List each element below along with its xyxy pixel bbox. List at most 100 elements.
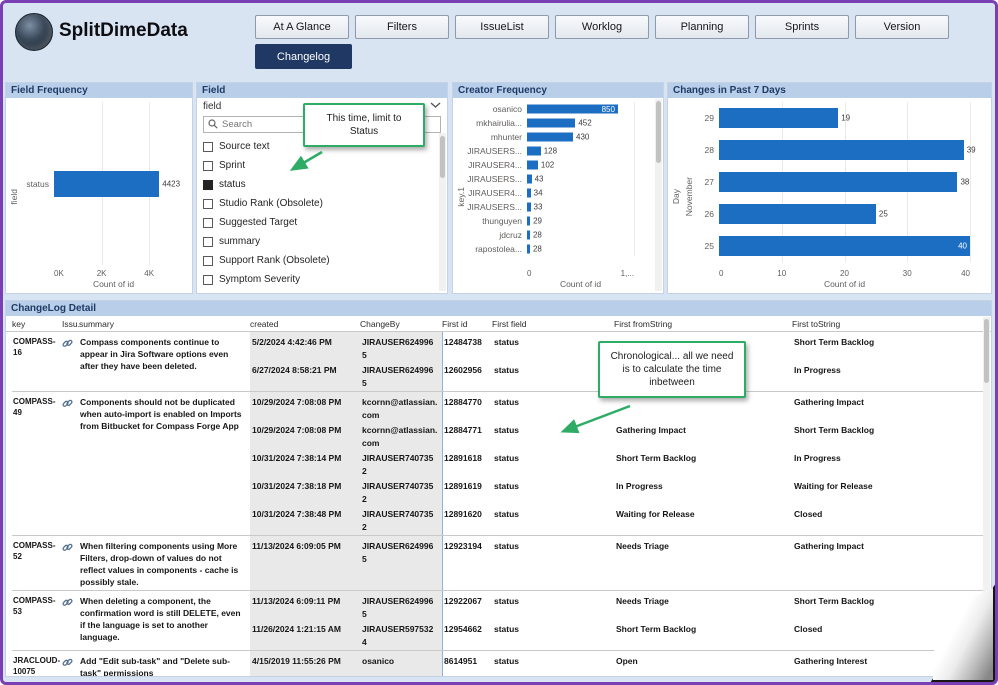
tab-worklog[interactable]: Worklog — [555, 15, 649, 39]
tab-issuelist[interactable]: IssueList — [455, 15, 549, 39]
first-id-cell: 12923194 — [444, 541, 482, 551]
col-header-created[interactable]: created — [250, 318, 279, 329]
changeby-cell: JIRAUSER6249965 — [362, 596, 434, 619]
slicer-item-status[interactable]: status — [203, 175, 441, 194]
creator-scrollbar-thumb[interactable] — [656, 101, 661, 163]
checkbox-status[interactable] — [203, 179, 213, 190]
chart-row-osanico: osanico 850 — [467, 102, 662, 116]
bar-mhunter[interactable] — [527, 132, 573, 142]
checkbox-sprint[interactable] — [203, 160, 213, 171]
bar-value-label: 43 — [534, 174, 544, 184]
created-cell: 11/13/2024 6:09:05 PM — [252, 541, 341, 551]
tab-at-a-glance[interactable]: At A Glance — [255, 15, 349, 39]
slicer-item-symptom-severity[interactable]: Symptom Severity — [203, 270, 441, 289]
tab-filters[interactable]: Filters — [355, 15, 449, 39]
bar-value-label: 452 — [578, 118, 592, 128]
table-row-group-compass-53[interactable]: COMPASS-53 When deleting a component, the… — [12, 590, 985, 650]
bar-jirauser4[interactable] — [527, 188, 531, 198]
slicer-item-partial[interactable] — [203, 289, 441, 292]
panel-title-changes: Changes in Past 7 Days — [668, 83, 991, 98]
table-row-group-jracloud-10075[interactable]: JRACLOUD-10075 Add "Edit sub-task" and "D… — [12, 650, 985, 676]
col-header-first-id[interactable]: First id — [442, 318, 468, 329]
checkbox-summary[interactable] — [203, 236, 213, 247]
category-label: 25 — [704, 241, 714, 251]
slicer-item-suggested-target[interactable]: Suggested Target — [203, 213, 441, 232]
col-header-issue[interactable]: Issu... — [62, 318, 79, 329]
bar-27[interactable] — [719, 172, 958, 192]
creator-scrollbar[interactable] — [655, 99, 662, 291]
slicer-item-summary[interactable]: summary — [203, 232, 441, 251]
slicer-item-source-text[interactable]: Source text — [203, 137, 441, 156]
panel-creator-frequency: Creator Frequency key.1 osanico 850 mkhairu… — [452, 82, 664, 294]
table-row-group-compass-52[interactable]: COMPASS-52 When filtering components usin… — [12, 535, 985, 590]
issue-link-icon[interactable] — [62, 396, 73, 413]
tab-changelog[interactable]: Changelog — [255, 44, 352, 69]
bar-29[interactable] — [719, 108, 839, 128]
slicer-scrollbar-thumb[interactable] — [440, 136, 445, 178]
x-axis-title: Count of id — [92, 279, 135, 289]
bar-mkhairulia[interactable] — [527, 118, 576, 128]
table-scrollbar-thumb[interactable] — [984, 319, 989, 383]
bar-osanico[interactable]: 850 — [527, 104, 618, 114]
issue-link-icon[interactable] — [62, 595, 73, 612]
col-header-summary[interactable]: summary — [79, 318, 114, 329]
x-tick-label: 10 — [777, 269, 787, 278]
col-header-changeby[interactable]: ChangeBy — [360, 318, 400, 329]
first-field-cell: status — [494, 481, 520, 491]
col-header-first-fromstring[interactable]: First fromString — [614, 318, 673, 329]
bar-thunguyen[interactable] — [527, 216, 531, 226]
panel-title-changelog-detail: ChangeLog Detail — [6, 301, 991, 316]
bar-jirauser4[interactable] — [527, 160, 538, 170]
first-fromstring-cell: Needs Triage — [616, 596, 669, 606]
first-id-cell: 12484738 — [444, 337, 482, 347]
bar-value-label: 39 — [966, 145, 976, 155]
col-header-first-field[interactable]: First field — [492, 318, 527, 329]
first-fromstring-cell: Open — [616, 656, 638, 666]
gridline — [970, 134, 971, 166]
issue-link-icon[interactable] — [62, 336, 73, 353]
col-header-first-tostring[interactable]: First toString — [792, 318, 841, 329]
table-scrollbar[interactable] — [983, 317, 990, 675]
bar-status[interactable] — [54, 170, 160, 197]
bar-25[interactable]: 40 — [719, 236, 970, 256]
slicer-scrollbar[interactable] — [439, 133, 446, 291]
chevron-down-icon[interactable] — [430, 101, 441, 112]
issue-key: COMPASS-16 — [13, 337, 56, 357]
tab-sprints[interactable]: Sprints — [755, 15, 849, 39]
slicer-item-label: Source text — [219, 141, 270, 152]
plot-area: osanico 850 mkhairulia... 452 mhunter 430 JIRA… — [467, 102, 662, 292]
checkbox-symptom-severity[interactable] — [203, 274, 213, 285]
table-row-group-compass-16[interactable]: COMPASS-16 Compass components continue to… — [12, 332, 985, 391]
checkbox-support-rank-obsolete[interactable] — [203, 255, 213, 266]
bar-rapostolea[interactable] — [527, 244, 530, 254]
slicer-item-support-rank-obsolete[interactable]: Support Rank (Obsolete) — [203, 251, 441, 270]
checkbox-suggested-target[interactable] — [203, 217, 213, 228]
bar-jirausers[interactable] — [527, 146, 541, 156]
chart-row-jirausers: JIRAUSERS... 128 — [467, 144, 662, 158]
gridline — [634, 116, 635, 130]
chart-row-29: 29 19 — [695, 102, 990, 134]
chart-row-28: 28 39 — [695, 134, 990, 166]
first-tostring-cell: Short Term Backlog — [794, 425, 875, 435]
change-entries: 11/13/2024 6:09:11 PM JIRAUSER6249965 1292… — [250, 592, 985, 648]
bar-26[interactable] — [719, 204, 876, 224]
table-row-group-compass-49[interactable]: COMPASS-49 Components should not be dupli… — [12, 391, 985, 535]
checkbox-studio-rank-obsolete[interactable] — [203, 198, 213, 209]
bar-jirausers[interactable] — [527, 174, 532, 184]
bar-jdcruz[interactable] — [527, 230, 530, 240]
chart-row-25: 25 40 — [695, 230, 990, 262]
bar-28[interactable] — [719, 140, 964, 160]
tab-version[interactable]: Version — [855, 15, 949, 39]
first-tostring-cell: Closed — [794, 509, 823, 519]
tab-planning[interactable]: Planning — [655, 15, 749, 39]
issue-link-icon[interactable] — [62, 540, 73, 557]
checkbox-source-text[interactable] — [203, 141, 213, 152]
chart-row-mhunter: mhunter 430 — [467, 130, 662, 144]
slicer-item-studio-rank-obsolete[interactable]: Studio Rank (Obsolete) — [203, 194, 441, 213]
bar-track: 128 — [527, 144, 635, 158]
issue-link-icon[interactable] — [62, 655, 73, 672]
col-header-key[interactable]: key — [12, 318, 26, 329]
category-label: 28 — [704, 145, 714, 155]
slicer-item-sprint[interactable]: Sprint — [203, 156, 441, 175]
bar-jirausers[interactable] — [527, 202, 531, 212]
